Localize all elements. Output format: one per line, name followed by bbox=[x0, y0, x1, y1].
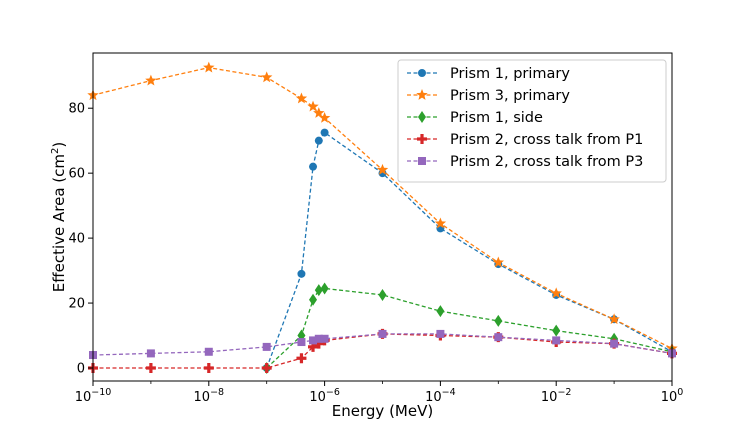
data-point bbox=[610, 339, 619, 348]
data-point bbox=[262, 342, 271, 351]
data-point bbox=[308, 341, 319, 352]
legend-marker bbox=[417, 134, 427, 144]
data-point bbox=[313, 338, 324, 349]
legend-entry: Prism 1, primary bbox=[407, 66, 570, 82]
legend-label: Prism 1, primary bbox=[450, 66, 570, 82]
series-layer bbox=[87, 61, 678, 375]
legend-marker bbox=[418, 111, 426, 123]
x-tick-label: 10−2 bbox=[541, 387, 572, 405]
data-point bbox=[608, 313, 620, 325]
x-tick-label: 10−6 bbox=[309, 387, 340, 405]
data-point bbox=[145, 74, 157, 86]
data-point bbox=[436, 329, 445, 338]
data-point bbox=[552, 336, 561, 345]
data-point bbox=[434, 217, 447, 229]
legend-entry: Prism 2, cross talk from P3 bbox=[407, 154, 643, 170]
legend-label: Prism 2, cross talk from P1 bbox=[450, 132, 643, 148]
x-tick-label: 10−4 bbox=[425, 387, 456, 405]
data-point bbox=[261, 363, 272, 374]
y-tick-label: 20 bbox=[68, 297, 85, 312]
x-tick-label: 10−10 bbox=[75, 387, 112, 405]
data-point bbox=[307, 100, 319, 112]
data-point bbox=[320, 128, 329, 137]
series-line bbox=[92, 66, 673, 350]
data-point bbox=[378, 288, 387, 301]
y-tick-label: 0 bbox=[77, 362, 85, 377]
legend-marker bbox=[418, 69, 426, 77]
data-point bbox=[314, 334, 323, 343]
data-point bbox=[314, 136, 323, 145]
series-line bbox=[266, 287, 673, 369]
legend-entry: Prism 3, primary bbox=[407, 88, 570, 104]
data-point bbox=[309, 336, 318, 345]
axes-layer: 10−10 10−8 10−6 10−4 10−2 100 0 20 40 60 80 bbox=[68, 102, 683, 405]
x-tick-label: 100 bbox=[661, 387, 684, 405]
data-point bbox=[203, 363, 214, 374]
x-axis-label: Energy (MeV) bbox=[332, 402, 433, 420]
data-point bbox=[376, 163, 389, 175]
data-point bbox=[494, 333, 503, 342]
data-point bbox=[378, 329, 387, 338]
data-point bbox=[550, 287, 562, 299]
data-point bbox=[552, 324, 561, 337]
y-tick-label: 60 bbox=[68, 167, 85, 182]
y-axis-label: Effective Area (cm2) bbox=[50, 142, 68, 292]
data-point bbox=[492, 256, 505, 268]
legend-marker bbox=[418, 157, 426, 165]
legend-label: Prism 2, cross talk from P3 bbox=[450, 154, 643, 170]
data-point bbox=[314, 284, 323, 297]
legend-marker bbox=[416, 89, 428, 100]
y-tick-label: 80 bbox=[68, 102, 85, 117]
data-point bbox=[204, 347, 213, 356]
data-point bbox=[296, 353, 307, 364]
data-point bbox=[309, 162, 318, 171]
legend-box bbox=[397, 59, 667, 183]
legend: Prism 1, primary Prism 3, primary Prism 1,… bbox=[397, 59, 667, 183]
data-point bbox=[318, 111, 331, 123]
legend-label: Prism 1, side bbox=[450, 110, 543, 126]
data-point bbox=[145, 363, 156, 374]
legend-entry: Prism 2, cross talk from P1 bbox=[407, 132, 643, 148]
data-point bbox=[320, 282, 329, 295]
legend-entry: Prism 1, side bbox=[407, 110, 543, 126]
legend-label: Prism 3, primary bbox=[450, 88, 570, 104]
data-point bbox=[295, 92, 308, 104]
data-point bbox=[297, 269, 306, 278]
data-point bbox=[260, 71, 273, 83]
data-point bbox=[320, 334, 329, 343]
x-tick-label: 10−8 bbox=[194, 387, 225, 405]
data-point bbox=[297, 338, 306, 347]
data-point bbox=[203, 61, 215, 73]
data-point bbox=[309, 293, 318, 306]
data-point bbox=[436, 305, 445, 318]
y-tick-label: 40 bbox=[68, 232, 85, 247]
data-point bbox=[313, 107, 325, 118]
data-point bbox=[494, 314, 503, 327]
data-point bbox=[146, 349, 155, 358]
